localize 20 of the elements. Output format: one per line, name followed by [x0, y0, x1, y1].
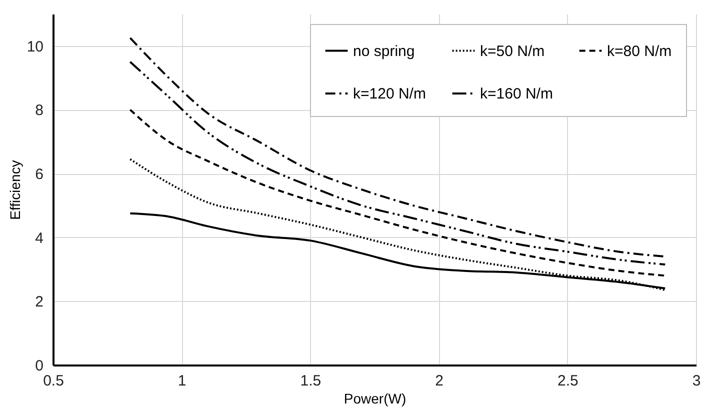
y-tick-label: 2 — [35, 294, 44, 311]
y-tick-label: 4 — [35, 230, 44, 247]
legend-label: k=160 N/m — [480, 86, 553, 102]
x-tick-label: 2.5 — [557, 372, 578, 390]
legend-label: k=120 N/m — [353, 86, 426, 102]
legend-label: k=80 N/m — [607, 42, 672, 60]
line-series — [129, 108, 666, 277]
y-axis-title: Efficiency — [6, 160, 23, 220]
x-tick-label: 2 — [435, 372, 444, 390]
x-tick-label: 1 — [178, 372, 186, 390]
legend-label: k=50 N/m — [480, 42, 545, 60]
y-tick-label: 8 — [35, 102, 44, 120]
x-tick-label: 0.5 — [43, 372, 64, 390]
legend-label: no spring — [353, 42, 415, 60]
x-axis-title: Power(W) — [344, 390, 406, 406]
y-tick-label: 6 — [35, 166, 44, 184]
x-tick-label: 1.5 — [300, 372, 322, 390]
y-tick-label: 0 — [35, 358, 44, 374]
y-tick-label: 10 — [26, 38, 44, 56]
x-tick-label: 3 — [692, 372, 701, 390]
